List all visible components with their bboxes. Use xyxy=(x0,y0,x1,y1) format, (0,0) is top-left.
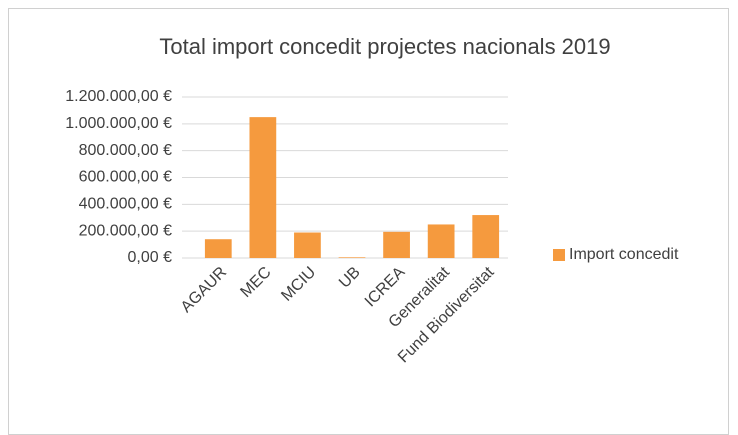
y-tick-label: 600.000,00 € xyxy=(79,169,173,186)
bar xyxy=(338,257,366,258)
bar xyxy=(472,215,500,258)
y-tick-label: 1.200.000,00 € xyxy=(65,88,172,105)
bar xyxy=(383,231,410,258)
y-tick-label: 800.000,00 € xyxy=(79,142,173,159)
chart-title: Total import concedit projectes nacional… xyxy=(159,34,610,59)
y-tick-label: 0,00 € xyxy=(128,249,173,266)
bar xyxy=(204,239,232,258)
y-tick-label: 200.000,00 € xyxy=(79,222,173,239)
bar xyxy=(427,224,455,258)
legend-swatch xyxy=(553,249,565,261)
legend-label: Import concedit xyxy=(569,246,679,263)
y-tick-label: 400.000,00 € xyxy=(79,196,173,213)
bar xyxy=(249,117,277,258)
bar xyxy=(294,232,321,258)
y-tick-label: 1.000.000,00 € xyxy=(65,115,172,132)
chart-frame xyxy=(8,8,729,435)
